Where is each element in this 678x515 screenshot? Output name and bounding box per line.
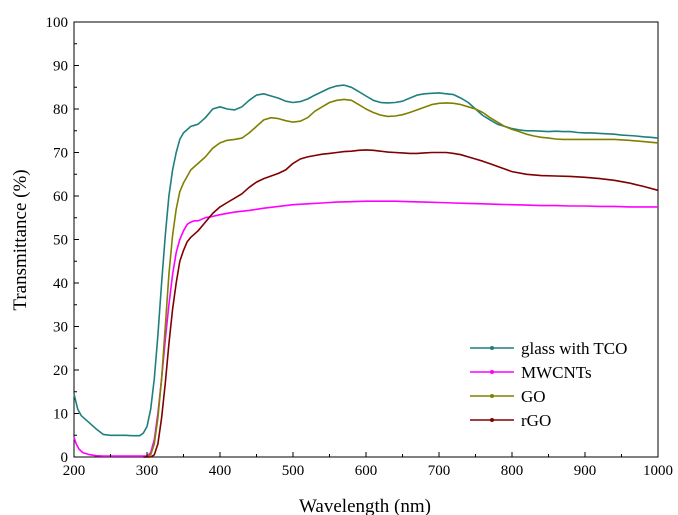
x-tick-label: 600 <box>355 463 378 479</box>
legend-label: glass with TCO <box>521 339 627 358</box>
y-tick-label: 80 <box>53 102 68 118</box>
legend-label: rGO <box>521 411 551 430</box>
series-line-4 <box>143 149 659 458</box>
y-tick-label: 100 <box>46 15 69 31</box>
legend-label: MWCNTs <box>521 363 592 382</box>
legend-marker <box>490 418 494 422</box>
y-tick-label: 60 <box>53 189 68 205</box>
y-tick-label: 30 <box>53 320 68 336</box>
plot-area <box>73 21 659 458</box>
y-tick-label: 90 <box>53 59 68 75</box>
x-axis-title: Wavelength (nm) <box>299 496 431 515</box>
y-tick-label: 70 <box>53 146 68 162</box>
x-tick-label: 800 <box>501 463 524 479</box>
legend-marker <box>490 394 494 398</box>
x-tick-label: 500 <box>282 463 305 479</box>
y-tick-label: 20 <box>53 363 68 379</box>
plot-frame <box>73 21 659 458</box>
legend-label: GO <box>521 387 546 406</box>
x-tick-label: 900 <box>574 463 597 479</box>
y-tick-label: 10 <box>53 407 68 423</box>
series-line-1 <box>73 84 659 437</box>
x-tick-label: 200 <box>63 463 86 479</box>
series-line-3 <box>143 98 659 458</box>
x-tick-label: 400 <box>209 463 232 479</box>
axes: 200 300 400 500 600 700 800 900 1000 0 10 20 30 40 50 6… <box>46 15 674 479</box>
x-tick-label: 700 <box>428 463 451 479</box>
y-tick-label: 50 <box>53 233 68 249</box>
legend-marker <box>490 370 494 374</box>
y-tick-label: 0 <box>61 450 69 466</box>
series-lines <box>73 84 659 458</box>
y-tick-label: 40 <box>53 276 68 292</box>
legend: glass with TCO MWCNTs GO rGO <box>470 339 627 430</box>
x-tick-label: 300 <box>136 463 159 479</box>
series-line-2 <box>73 200 658 457</box>
legend-marker <box>490 346 494 350</box>
y-axis-title: Transmittance (%) <box>10 169 31 310</box>
x-tick-label: 1000 <box>643 463 673 479</box>
